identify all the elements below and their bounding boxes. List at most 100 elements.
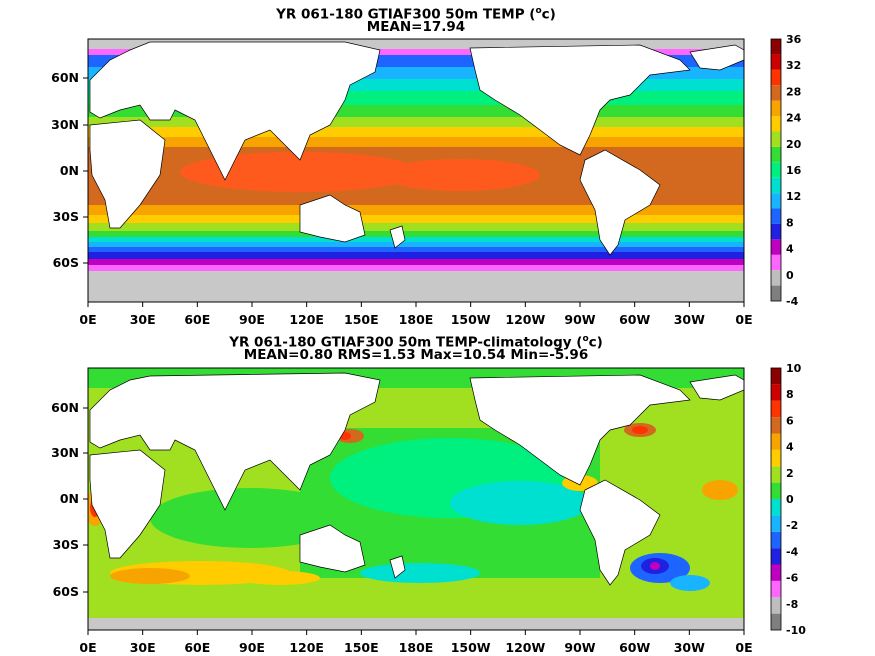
colorbar-swatch	[771, 368, 781, 385]
colorbar-swatch	[771, 54, 781, 70]
colorbar-swatch	[771, 564, 781, 581]
x-tick-label: 90W	[564, 640, 595, 655]
colorbar-swatch	[771, 193, 781, 209]
x-axis: 0E 30E 60E 90E 120E 150E 180E 150W 120W 90W 60W 30W…	[79, 630, 753, 655]
panel-stats: MEAN=0.80 RMS=1.53 Max=10.54 Min=-5.96	[243, 347, 589, 363]
y-tick-label: 0N	[60, 491, 79, 506]
y-axis: 60N 30N 0N 30S 60S	[51, 400, 88, 599]
colorbar-swatch	[771, 177, 781, 194]
colorbar-swatch	[771, 223, 781, 240]
colorbar-swatch	[771, 162, 781, 178]
colorbar-tick-label: -2	[786, 519, 798, 532]
colorbar-tick-label: 12	[786, 190, 801, 203]
colorbar-swatch	[771, 515, 781, 532]
colorbar: 36 32 28 24 20 16 12 8 4 0 -4	[770, 33, 802, 308]
anomaly-panel: YR 061-180 GTIAF300 50m TEMP-climatology…	[0, 328, 875, 656]
map-plot: 0E 30E 60E 90E 120E 150E 180E 150W 120W 90W 60W 30W…	[51, 362, 806, 655]
x-tick-label: 60E	[184, 640, 210, 655]
x-tick-label: 60W	[619, 640, 650, 655]
sst-field	[88, 39, 744, 302]
colorbar-swatch	[771, 208, 781, 224]
x-tick-label: 30W	[674, 640, 705, 655]
x-tick-label: 0E	[735, 640, 752, 655]
colorbar-tick-label: 36	[786, 33, 802, 46]
x-tick-label: 90E	[239, 312, 265, 327]
colorbar-tick-label: 4	[786, 441, 794, 454]
colorbar: 10 8 6 4 2 0 -2 -4 -6 -8 -10	[770, 362, 806, 637]
x-tick-label: 90E	[239, 640, 265, 655]
colorbar-swatch	[771, 400, 781, 418]
colorbar-swatch	[771, 499, 781, 516]
colorbar-frame	[770, 38, 782, 302]
colorbar-tick-label: 32	[786, 59, 801, 72]
x-tick-label: 150E	[344, 312, 379, 327]
panel-stats: MEAN=17.94	[366, 19, 466, 35]
y-tick-label: 30N	[51, 117, 79, 132]
colorbar-swatch	[771, 69, 781, 86]
x-tick-label: 120W	[505, 640, 545, 655]
colorbar-tick-label: 2	[786, 467, 794, 480]
y-tick-label: 30S	[53, 209, 79, 224]
colorbar-tick-label: 20	[786, 138, 802, 151]
x-tick-label: 60E	[184, 312, 210, 327]
colorbar-swatch	[771, 116, 781, 132]
unit-superscript: o	[535, 6, 542, 16]
colorbar-swatch	[771, 580, 781, 598]
y-tick-label: 60N	[51, 70, 79, 85]
colorbar-swatch	[771, 433, 781, 450]
colorbar-swatch	[771, 417, 781, 434]
colorbar-swatch	[771, 449, 781, 467]
colorbar-tick-label: 8	[786, 216, 794, 229]
colorbar-swatch	[771, 85, 781, 101]
colorbar-swatch	[771, 239, 781, 255]
x-tick-label: 150E	[344, 640, 379, 655]
unit-superscript: o	[582, 334, 589, 344]
panel-title: YR 061-180 GTIAF300 50m TEMP (oc)	[88, 3, 744, 23]
colorbar-swatch	[771, 466, 781, 483]
y-tick-label: 30S	[53, 537, 79, 552]
colorbar-swatch	[771, 270, 781, 286]
colorbar-tick-label: 24	[786, 112, 802, 125]
colorbar-swatch	[771, 39, 781, 55]
colorbar-swatch	[771, 131, 781, 147]
x-tick-label: 180E	[399, 640, 434, 655]
colorbar-swatch	[771, 146, 781, 163]
anomaly-field	[88, 368, 744, 630]
x-tick-label: 30W	[674, 312, 705, 327]
x-tick-label: 90W	[564, 312, 595, 327]
colorbar-tick-label: -4	[786, 545, 799, 558]
colorbar-tick-label: 0	[786, 269, 794, 282]
y-tick-label: 0N	[60, 163, 79, 178]
colorbar-tick-label: 8	[786, 388, 794, 401]
x-tick-label: 120E	[289, 312, 324, 327]
unit-tail: c)	[541, 6, 556, 23]
colorbar-frame	[770, 367, 782, 631]
colorbar-swatch	[771, 597, 781, 614]
x-tick-label: 0E	[79, 312, 96, 327]
colorbar-tick-label: -10	[786, 624, 806, 637]
colorbar-swatch	[771, 613, 781, 630]
colorbar-tick-label: 16	[786, 164, 802, 177]
x-tick-label: 120W	[505, 312, 545, 327]
x-tick-label: 150W	[451, 312, 491, 327]
colorbar-tick-label: -8	[786, 598, 798, 611]
colorbar-swatch	[771, 285, 781, 301]
colorbar-tick-label: -6	[786, 572, 799, 585]
colorbar-tick-label: 0	[786, 493, 794, 506]
x-tick-label: 0E	[79, 640, 96, 655]
colorbar-swatch	[771, 531, 781, 549]
y-tick-label: 60S	[53, 584, 79, 599]
colorbar-swatch	[771, 384, 781, 401]
x-tick-label: 120E	[289, 640, 324, 655]
colorbar-tick-label: 6	[786, 414, 794, 427]
y-axis: 60N 30N 0N 30S 60S	[51, 70, 88, 270]
colorbar-tick-label: 4	[786, 243, 794, 256]
colorbar-swatch	[771, 482, 781, 499]
unit-tail: c)	[588, 334, 603, 351]
colorbar-swatch	[771, 254, 781, 271]
colorbar-tick-label: -4	[786, 295, 799, 308]
x-tick-label: 180E	[399, 312, 434, 327]
map-plot: 0E 30E 60E 90E 120E 150E 180E 150W 120W 90W 60W 30W…	[51, 33, 802, 327]
x-axis: 0E 30E 60E 90E 120E 150E 180E 150W 120W 90W 60W 30W…	[79, 302, 753, 327]
y-tick-label: 60N	[51, 400, 79, 415]
